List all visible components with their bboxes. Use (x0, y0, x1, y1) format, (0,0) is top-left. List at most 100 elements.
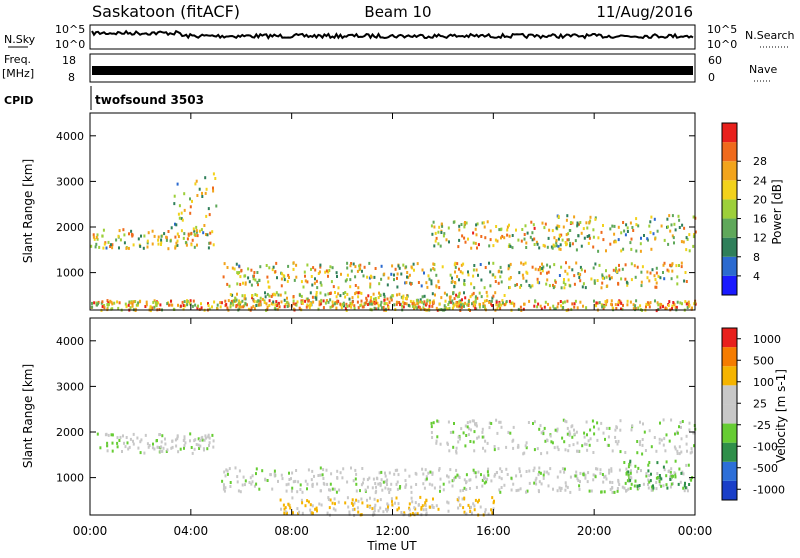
heatmap-cell (458, 224, 461, 228)
heatmap-cell (137, 301, 140, 305)
heatmap-cell (576, 441, 579, 445)
heatmap-cell (566, 238, 569, 242)
heatmap-cell (499, 275, 502, 279)
heatmap-cell (208, 307, 211, 311)
heatmap-cell (204, 434, 207, 438)
heatmap-cell (206, 447, 209, 451)
heatmap-cell (626, 299, 629, 303)
heatmap-cell (372, 477, 375, 481)
heatmap-cell (653, 274, 656, 278)
heatmap-cell (193, 245, 196, 249)
heatmap-cell (512, 425, 515, 429)
colorbar-tick-label: 20 (753, 193, 767, 206)
heatmap-cell (272, 292, 275, 296)
heatmap-cell (569, 244, 572, 248)
time-axis: 00:00 04:00 08:00 12:00 16:00 20:00 00:00 (73, 113, 712, 538)
heatmap-cell (357, 510, 360, 514)
heatmap-cell (382, 480, 385, 484)
heatmap-cell (648, 480, 651, 484)
colorbar-tick-label: 24 (753, 174, 767, 187)
heatmap-cell (397, 264, 400, 268)
colorbar-swatch (722, 218, 737, 238)
heatmap-cell (444, 306, 447, 310)
heatmap-cell (253, 274, 255, 278)
heatmap-cell (357, 291, 360, 295)
heatmap-cell (579, 221, 582, 224)
heatmap-cell (226, 306, 229, 310)
heatmap-cell (397, 473, 400, 477)
heatmap-cell (587, 241, 590, 245)
cpid-label: CPID (4, 94, 33, 107)
heatmap-cell (183, 300, 186, 304)
heatmap-cell (560, 486, 563, 490)
velocity-colorbar-label: Velocity [m s-1] (774, 369, 788, 463)
heatmap-cell (307, 500, 310, 504)
heatmap-cell (553, 244, 556, 248)
heatmap-cell (474, 227, 477, 231)
heatmap-cell (355, 498, 358, 502)
heatmap-cell (301, 490, 304, 494)
heatmap-cell (403, 511, 406, 515)
heatmap-cell (140, 438, 143, 442)
heatmap-cell (448, 295, 451, 299)
heatmap-cell (269, 473, 272, 477)
heatmap-cell (123, 441, 125, 445)
heatmap-cell (630, 262, 633, 266)
heatmap-cell (153, 447, 156, 451)
heatmap-cell (408, 474, 411, 478)
heatmap-cell (588, 220, 591, 224)
heatmap-cell (677, 214, 680, 218)
heatmap-cell (585, 420, 588, 424)
heatmap-cell (655, 271, 658, 275)
heatmap-cell (476, 222, 479, 226)
heatmap-cell (624, 263, 627, 267)
heatmap-cell (171, 439, 174, 443)
heatmap-cell (394, 468, 397, 472)
heatmap-cell (419, 495, 422, 499)
heatmap-cell (674, 432, 676, 436)
heatmap-cell (319, 281, 322, 285)
heatmap-cell (444, 299, 447, 303)
heatmap-cell (483, 299, 486, 303)
heatmap-cell (603, 475, 606, 479)
heatmap-cell (665, 307, 668, 311)
heatmap-cell (675, 305, 678, 309)
heatmap-cell (558, 247, 561, 251)
heatmap-cell (259, 303, 262, 307)
heatmap-cell (514, 283, 517, 287)
heatmap-cell (293, 278, 296, 282)
heatmap-cell (564, 448, 567, 452)
heatmap-cell (570, 307, 573, 311)
heatmap-cell (422, 472, 425, 476)
heatmap-cell (485, 480, 488, 484)
heatmap-cell (213, 300, 216, 304)
heatmap-cell (467, 237, 469, 241)
heatmap-cell (161, 434, 164, 438)
heatmap-cell (427, 274, 430, 278)
heatmap-cell (393, 273, 395, 277)
heatmap-cell (189, 197, 191, 201)
heatmap-cell (457, 440, 460, 444)
heatmap-cell (472, 419, 475, 423)
heatmap-cell (413, 268, 415, 272)
heatmap-cell (525, 446, 528, 450)
heatmap-cell (322, 468, 325, 472)
heatmap-cell (632, 303, 635, 307)
heatmap-cell (225, 303, 228, 306)
heatmap-cell (334, 502, 336, 506)
heatmap-cell (105, 246, 108, 250)
heatmap-cell (543, 226, 546, 230)
heatmap-cell (620, 249, 623, 253)
heatmap-cell (304, 504, 307, 508)
heatmap-cell (207, 207, 210, 211)
heatmap-cell (386, 502, 389, 506)
heatmap-cell (268, 294, 271, 298)
heatmap-cell (509, 262, 512, 266)
heatmap-cell (584, 286, 587, 290)
heatmap-cell (640, 280, 643, 284)
heatmap-cell (365, 298, 368, 302)
heatmap-cell (511, 301, 514, 305)
heatmap-cell (123, 241, 126, 245)
colorbar-swatch (722, 275, 737, 295)
heatmap-cell (665, 474, 668, 478)
